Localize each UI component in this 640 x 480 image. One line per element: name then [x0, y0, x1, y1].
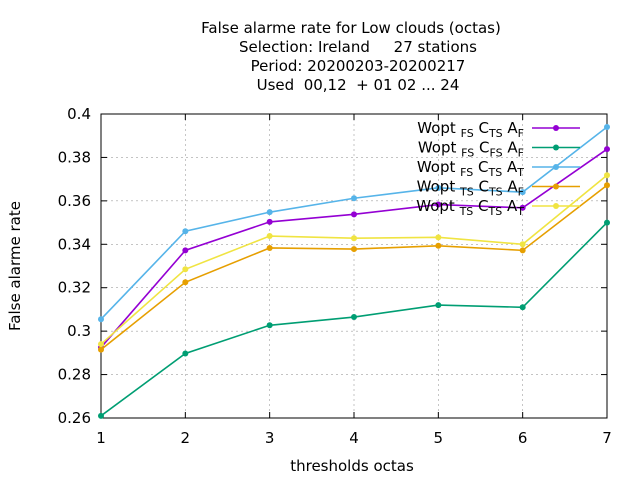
y-tick-label: 0.26	[58, 409, 91, 427]
series-2	[98, 219, 610, 419]
chart-title: False alarme rate for Low clouds (octas)…	[201, 19, 501, 94]
data-point	[182, 228, 189, 235]
data-point	[435, 242, 442, 249]
x-tick-label: 4	[349, 429, 359, 447]
data-point	[519, 247, 526, 254]
data-point	[435, 234, 442, 241]
x-axis-label: thresholds octas	[290, 457, 414, 475]
data-point	[519, 304, 526, 311]
y-tick-label: 0.32	[58, 279, 91, 297]
x-tick-label: 6	[518, 429, 528, 447]
data-point	[266, 209, 273, 216]
data-point	[266, 218, 273, 225]
data-point	[604, 124, 610, 131]
data-point	[604, 182, 610, 189]
data-point	[435, 302, 442, 309]
series-3	[98, 124, 610, 323]
y-tick-label: 0.4	[67, 105, 91, 123]
series-5	[98, 172, 610, 348]
data-point	[519, 204, 526, 211]
x-tick-label: 1	[96, 429, 106, 447]
legend-label: Wopt FS CTS AF	[417, 119, 524, 140]
data-point	[351, 314, 357, 321]
data-point	[351, 195, 357, 202]
data-point	[351, 246, 357, 253]
legend-label: Wopt TS CTS AT	[416, 197, 524, 218]
legend-marker	[553, 203, 559, 209]
y-tick-label: 0.28	[58, 366, 91, 384]
title-line-4: Used 00,12 + 01 02 ... 24	[257, 76, 460, 94]
grid	[100, 113, 608, 419]
data-point	[351, 211, 357, 218]
y-tick-label: 0.36	[58, 192, 91, 210]
data-point	[98, 316, 104, 323]
data-point	[604, 172, 610, 179]
data-point	[519, 189, 526, 196]
data-point	[182, 247, 189, 254]
data-point	[182, 266, 189, 273]
data-point	[98, 346, 104, 353]
data-point	[435, 201, 442, 208]
x-tick-label: 3	[265, 429, 275, 447]
x-tick-label: 5	[434, 429, 444, 447]
legend-marker	[553, 183, 559, 190]
data-point	[98, 412, 104, 419]
data-point	[266, 322, 273, 329]
data-point	[604, 219, 610, 226]
series-group	[98, 124, 610, 419]
axes: 0.26 0.28 0.3 0.32 0.34 0.36 0.38 0.4 1 2 3 4 5 6 7	[58, 105, 612, 447]
data-point	[266, 233, 273, 240]
data-point	[351, 235, 357, 242]
series-4	[98, 182, 610, 353]
data-point	[519, 241, 526, 248]
y-tick-label: 0.34	[58, 235, 91, 253]
title-line-2: Selection: Ireland 27 stations	[239, 38, 477, 56]
title-line-3: Period: 20200203-20200217	[251, 57, 466, 75]
data-point	[98, 341, 104, 348]
y-axis-label: False alarme rate	[6, 201, 24, 331]
legend-marker	[553, 144, 559, 151]
y-tick-label: 0.3	[67, 322, 91, 340]
legend-marker	[553, 164, 559, 170]
data-point	[604, 146, 610, 153]
legend-label: Wopt FS CFS AF	[418, 139, 524, 160]
legend-marker	[553, 125, 559, 131]
data-point	[435, 184, 442, 191]
data-point	[182, 350, 189, 357]
y-tick-label: 0.38	[58, 148, 91, 166]
x-tick-label: 2	[181, 429, 191, 447]
data-point	[266, 244, 273, 251]
x-tick-label: 7	[602, 429, 612, 447]
title-line-1: False alarme rate for Low clouds (octas)	[201, 19, 501, 37]
data-point	[182, 279, 189, 286]
legend-label: Wopt FS CTS AT	[417, 158, 524, 179]
legend-label: Wopt TS CTS AF	[417, 178, 524, 199]
